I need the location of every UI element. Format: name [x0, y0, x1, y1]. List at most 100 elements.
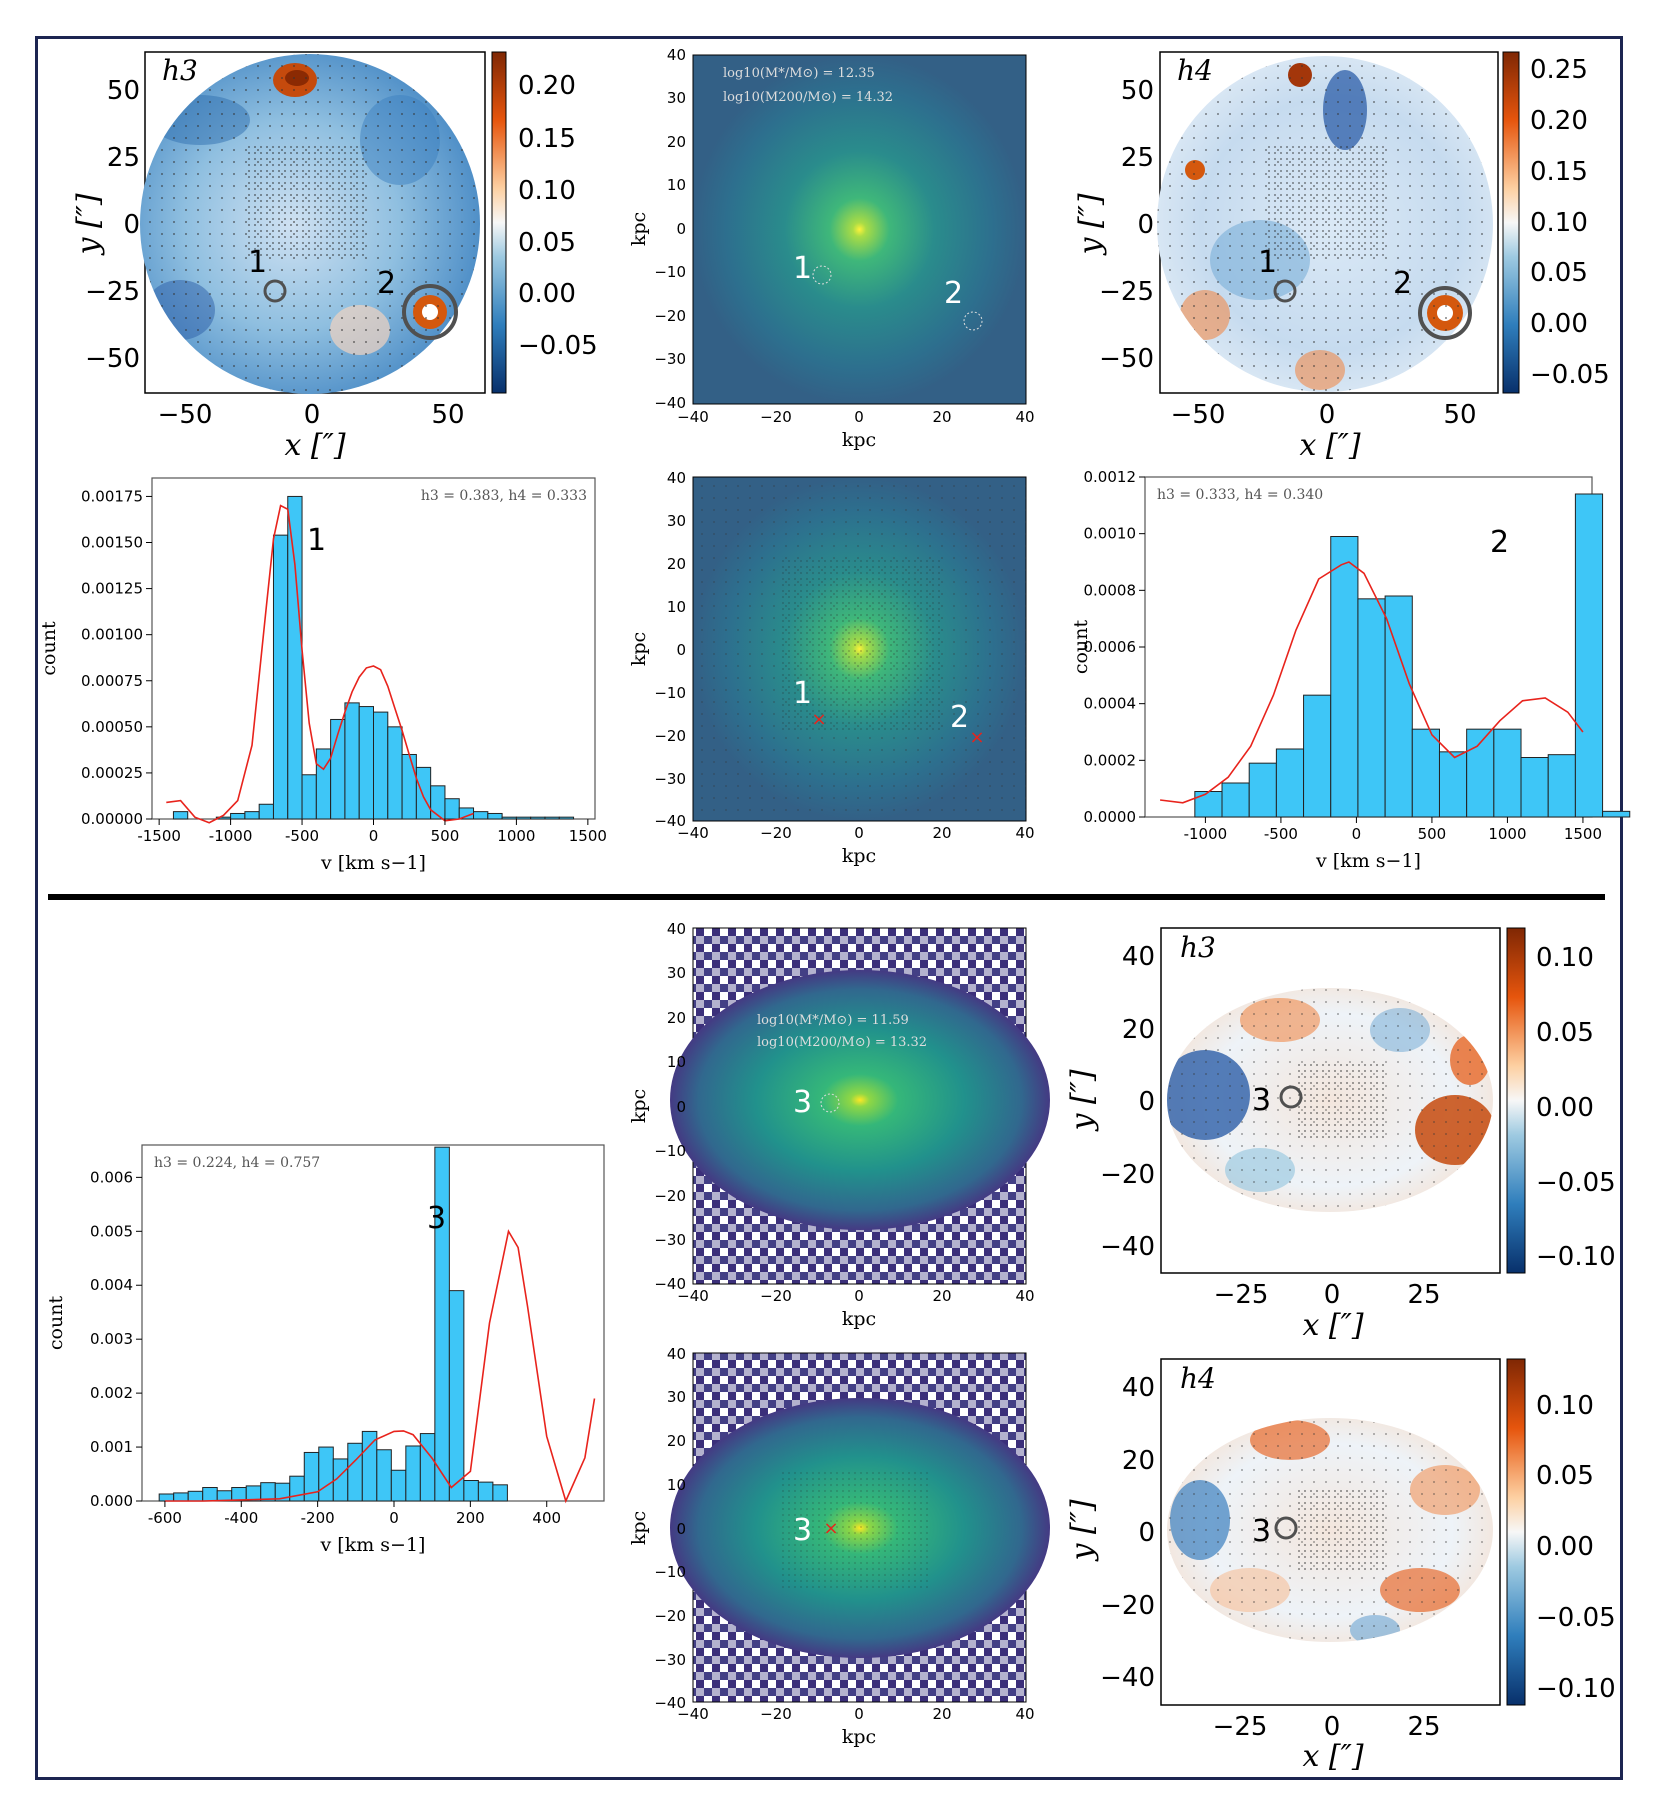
y-tick: −20 [654, 307, 686, 325]
colorbar [1506, 1358, 1526, 1706]
histogram-bar [318, 1446, 334, 1502]
histogram-bar [344, 702, 360, 820]
y-axis-label: kpc [628, 1511, 650, 1545]
x-tick-label: 500 [1418, 825, 1447, 843]
fit-curve [166, 504, 474, 824]
x-tick-label: -1500 [137, 827, 181, 845]
histogram-bar [272, 534, 289, 820]
marker-label: 3 [427, 1201, 446, 1236]
y-tick: 40 [1122, 1373, 1155, 1403]
h3-label: h3 [162, 54, 198, 87]
cbar-tick: 0.15 [518, 124, 576, 154]
y-tick: 50 [1121, 76, 1154, 106]
y-tick-label: 0.005 [90, 1222, 133, 1240]
y-tick-label: 0.0010 [1084, 525, 1137, 543]
y-tick: 0 [676, 641, 686, 659]
x-tick: 25 [1407, 1712, 1440, 1742]
x-tick-label: 0 [389, 1509, 399, 1527]
y-axis-label: kpc [628, 632, 650, 666]
y-tick: 0 [676, 1098, 686, 1116]
histogram-bar [1547, 754, 1576, 818]
x-tick: 0 [854, 1705, 864, 1723]
histogram-bar [558, 816, 575, 820]
y-tick: 0 [1137, 210, 1154, 240]
marker-2-cross: × [969, 727, 984, 748]
x-axis-label: kpc [842, 429, 876, 451]
histogram-bar [358, 706, 375, 820]
y-tick-label: 0.00100 [81, 626, 143, 644]
marker-3-label: 3 [793, 1085, 812, 1120]
y-tick: 50 [107, 76, 140, 106]
x-axis-label: v [km s−1] [1315, 850, 1421, 872]
y-tick-label: 0.00125 [81, 580, 143, 598]
histogram-bar [231, 1487, 247, 1502]
x-tick: 0 [304, 400, 321, 430]
histogram-bar [287, 495, 303, 820]
marker-label: 2 [1490, 525, 1509, 560]
h4-map-top: 1 2 h4 −50 0 50 50 25 0 −25 −50 x [″] y … [1073, 51, 1610, 463]
y-tick: 0 [1138, 1087, 1155, 1117]
histogram-bar [515, 816, 532, 820]
marker-label: 1 [307, 523, 326, 558]
x-axis-label: kpc [842, 845, 876, 867]
cbar-tick: 0.05 [518, 228, 576, 258]
y-tick-label: 0.0002 [1084, 751, 1137, 769]
x-axis-label: x [″] [1302, 1308, 1363, 1343]
x-tick: 50 [431, 400, 464, 430]
y-tick: 30 [667, 512, 686, 530]
y-axis-label: kpc [628, 1089, 650, 1123]
h4-map-bottom: 3 h4 −25 0 25 40 20 0 −20 −40 x [″] y [″… [1065, 1358, 1616, 1774]
marker-2-label: 2 [1393, 266, 1412, 301]
y-tick: 10 [667, 1476, 686, 1494]
histogram-bar [430, 785, 446, 820]
histogram-bar [1248, 762, 1277, 818]
y-ticks: 40 30 20 10 0 −10 −20 −30 −40 [654, 46, 686, 412]
marker-2-label: 2 [944, 276, 963, 311]
projected-image-top-2: × × 1 2 −40 −20 0 20 40 40 30 20 10 0 −1… [628, 469, 1035, 867]
y-tick: 40 [1122, 942, 1155, 972]
x-tick-label: -600 [148, 1509, 182, 1527]
y-tick: −25 [1099, 277, 1154, 307]
histogram-bar [415, 766, 432, 820]
y-tick-label: 0.0008 [1084, 581, 1137, 599]
marker-3-label: 3 [793, 1513, 812, 1548]
h3-map-bottom: 3 h3 −25 0 25 40 20 0 −20 −40 x [″] y [″… [1065, 927, 1616, 1343]
moments-annotation: h3 = 0.333, h4 = 0.340 [1157, 487, 1323, 503]
cbar-tick: −0.10 [1536, 1674, 1616, 1704]
x-tick: −40 [677, 408, 709, 426]
x-tick-label: 500 [431, 827, 460, 845]
y-tick-label: 0.0004 [1084, 695, 1137, 713]
histogram-bar [173, 1492, 189, 1502]
stellar-mass-annotation: log10(M*/M⊙) = 11.59 [757, 1013, 909, 1028]
y-tick: 10 [667, 1053, 686, 1071]
y-tick-label: 0.004 [90, 1276, 133, 1294]
histogram-bar [361, 1430, 378, 1502]
y-tick-label: 0.00050 [81, 718, 143, 736]
cbar-tick: −0.05 [1530, 360, 1610, 390]
y-axis-label: y [″] [1065, 1069, 1100, 1132]
histogram-bar [477, 1481, 494, 1502]
cbar-tick: 0.10 [518, 176, 576, 206]
cbar-tick: 0.00 [1530, 309, 1588, 339]
y-tick: −40 [1100, 1663, 1155, 1693]
histogram-bar [1411, 728, 1440, 818]
y-tick: 30 [667, 964, 686, 982]
y-axis-label: count [45, 1296, 67, 1351]
fit-curve [164, 1229, 596, 1504]
y-tick: −20 [654, 727, 686, 745]
y-axis-label: y [″] [71, 193, 106, 256]
cbar-tick: −0.05 [1536, 1603, 1616, 1633]
x-tick: 25 [1407, 1280, 1440, 1310]
y-tick: −40 [654, 1275, 686, 1293]
y-tick: −20 [1100, 1160, 1155, 1190]
x-tick: −40 [677, 1705, 709, 1723]
y-tick: 10 [667, 176, 686, 194]
y-tick: 25 [1121, 143, 1154, 173]
x-tick-label: -500 [285, 827, 319, 845]
x-axis-label: x [″] [284, 428, 345, 463]
y-tick-label: 0.0000 [1084, 808, 1137, 826]
y-axis-label: kpc [628, 212, 650, 246]
histogram-bar [158, 1493, 175, 1502]
histogram-bar [258, 803, 274, 820]
